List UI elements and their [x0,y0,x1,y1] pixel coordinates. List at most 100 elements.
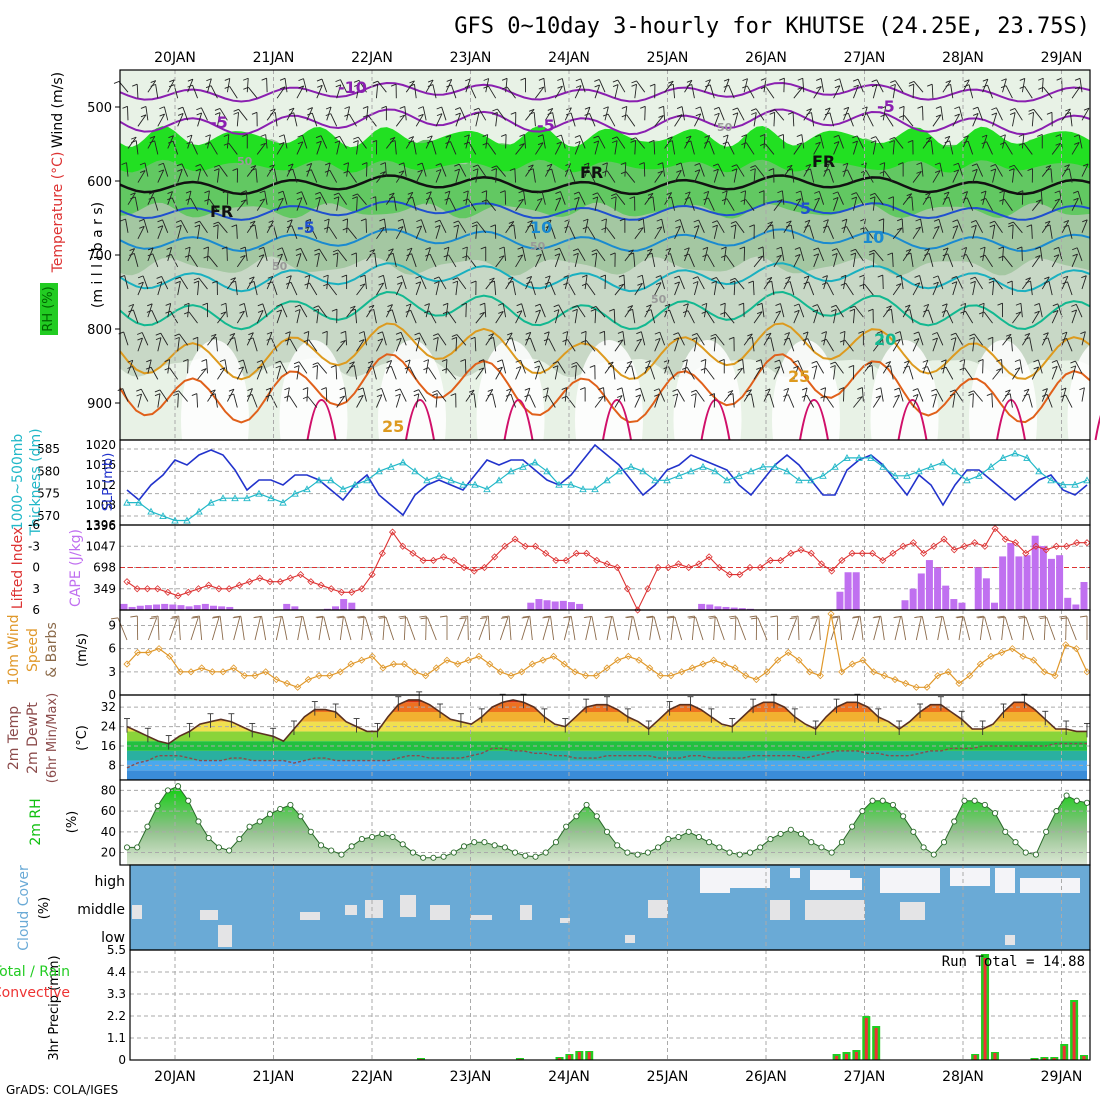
wind-barb [404,359,411,363]
wind-barb [339,136,348,149]
thickness-marker [279,498,287,506]
wind-barb [205,142,211,145]
cape-bar [576,603,584,610]
wind-barb [270,112,276,115]
wind-barb [873,616,881,641]
lifted-marker [889,549,897,557]
wind-barb [929,196,934,211]
wind-barb [303,78,308,93]
wind-barb [951,281,958,285]
rh-marker [695,833,702,841]
lifted-marker [838,556,846,564]
wind-barb [159,389,169,402]
wind-barb [416,225,422,229]
wind-barb [734,616,737,641]
wind-barb [248,280,255,284]
wind-barb [155,332,161,336]
wind-barb [270,108,276,112]
wind-barb [644,193,654,205]
wind-barb [820,387,826,391]
wind-barb [376,282,385,296]
wind-barb [704,140,710,144]
wind-barb [435,337,439,352]
wind-barb [364,275,367,290]
wind-barb [666,192,672,195]
wind-barb [501,77,508,81]
wind-barb [788,337,795,352]
wind-barb [242,134,248,137]
wind-barb [894,80,904,93]
wind-barb [292,169,298,183]
wind-barb [835,305,844,318]
wind-barb [1002,246,1004,261]
wind-barb [233,393,238,408]
wind-barb [352,196,358,200]
wind-barb [738,302,744,306]
wind-barb [409,83,415,87]
wind-barb [804,224,810,228]
wind-barb [361,616,365,641]
thickness-marker [1083,476,1091,484]
wind-barb [321,78,328,93]
rh-marker [215,844,222,851]
wind-barb [320,135,328,149]
thickness-marker [351,480,359,488]
wind-barb [541,190,546,205]
wind-barb [213,168,220,172]
wind-barb [817,247,825,262]
wind-barb [530,338,536,352]
wind-barb [316,253,320,268]
wind-barb [554,253,561,268]
wind-barb [1039,617,1047,619]
wind-barb [499,190,506,194]
wind-barb [873,249,884,262]
wind-barb [759,134,766,137]
temp-contour-minus10 [119,81,1091,103]
wind-barb [601,218,607,222]
wind-barb [720,255,727,258]
wind-barb [1002,333,1012,346]
wind-barb [951,276,957,279]
wind-barb [243,303,248,318]
y-tick-label: 5.5 [107,943,126,957]
wind-barb [344,387,348,402]
wind-speed-marker [838,668,846,676]
rh-marker [307,828,314,835]
wind-speed-marker [187,668,195,676]
wind-barb [972,393,974,408]
wind-barb [560,134,566,149]
wind-barb [622,331,626,346]
wind-barb [766,277,772,280]
wind-barb [1026,224,1032,228]
wind-barb [157,281,163,296]
wind-barb [339,395,345,399]
rh-marker [1063,792,1070,799]
wind-barb [816,86,822,89]
lifted-marker [705,553,713,561]
wind-barb [1023,393,1029,397]
wind-barb [279,77,286,81]
wind-barb [686,84,692,87]
wind-speed-marker [720,660,728,668]
wind-barb [1079,387,1085,391]
wind-barb [575,85,582,88]
wind-barb [228,388,235,392]
thickness-marker [975,471,983,479]
wind-barb [648,140,655,143]
wind-barb [315,615,323,618]
wind-barb [720,311,726,315]
wind-barb [307,112,313,116]
wind-barb [814,197,820,201]
wind-barb [420,276,427,290]
wind-barb [1028,108,1034,112]
wind-barb [962,140,969,144]
wind-barb [720,302,726,306]
thickness-marker [435,471,443,479]
wind-barb [484,303,487,318]
wind-barb [614,196,617,211]
wind-barb [234,337,238,352]
thickness-marker [903,471,911,479]
wind-barb [944,135,951,139]
wind-barb [950,84,954,99]
wind-barb [692,276,698,280]
